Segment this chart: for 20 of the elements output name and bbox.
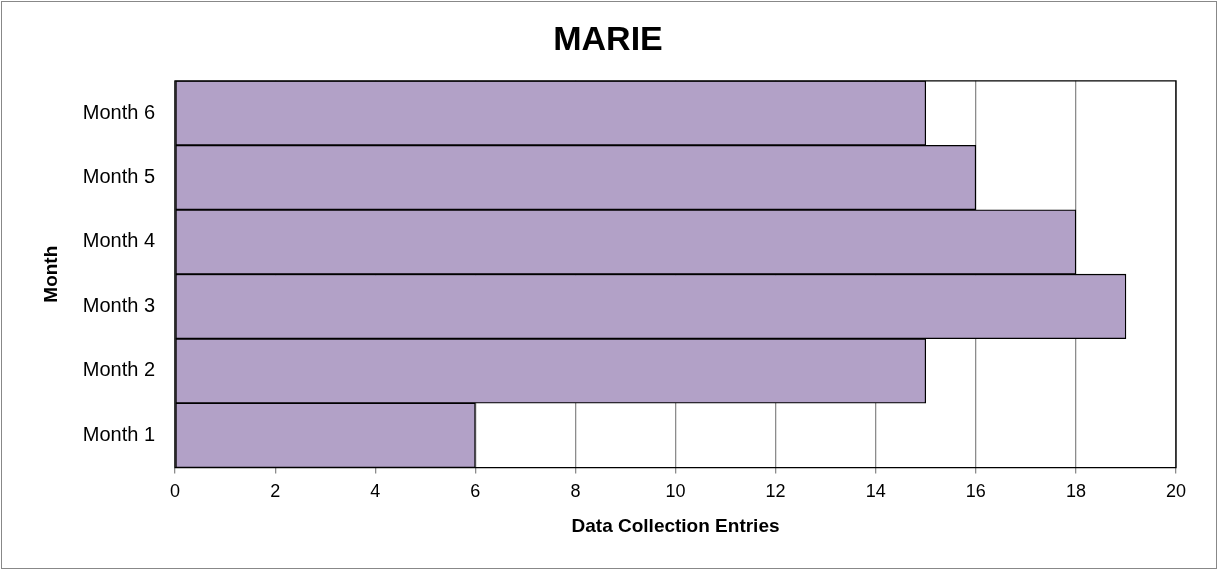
y-tick-label: Month 4	[82, 229, 156, 252]
x-axis-title: Data Collection Entries	[571, 514, 780, 536]
chart-title: MARIE	[553, 18, 663, 57]
y-tick-label: Month 6	[82, 100, 156, 123]
y-tick-label: Month 2	[82, 358, 156, 381]
x-tick-label: 16	[965, 481, 986, 502]
x-tick-label: 2	[270, 481, 281, 502]
y-tick-label: Month 3	[82, 293, 156, 316]
y-axis-title: Month	[39, 245, 61, 303]
x-tick-label: 6	[470, 481, 481, 502]
x-tick-label: 12	[765, 481, 786, 502]
y-tick-label: Month 1	[82, 422, 156, 445]
x-tick-label: 8	[570, 481, 581, 502]
x-tick-label: 10	[665, 481, 686, 502]
x-tick-label: 14	[865, 481, 886, 502]
y-tick-label: Month 5	[82, 165, 156, 188]
x-tick-label: 20	[1165, 481, 1187, 502]
x-tick-label: 4	[370, 481, 381, 502]
x-tick-label: 0	[170, 481, 181, 502]
x-tick-label: 18	[1065, 481, 1086, 502]
